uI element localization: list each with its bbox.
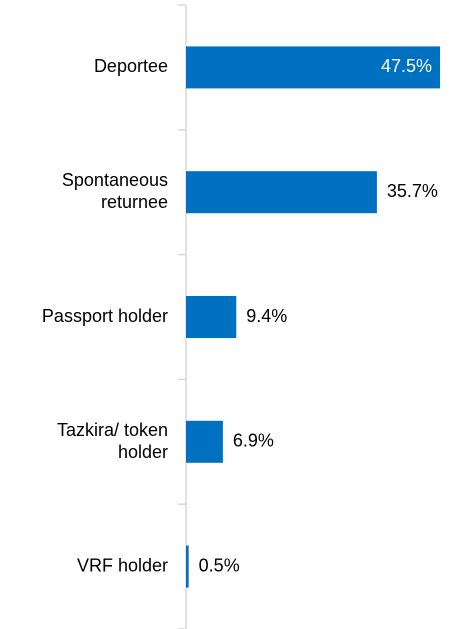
category-label: Tazkira/ token holder [57, 420, 168, 462]
category-label: Deportee [94, 56, 168, 76]
bar [186, 296, 237, 338]
category-label: Passport holder [42, 306, 168, 326]
value-label: 6.9% [233, 431, 274, 451]
category-label: Spontaneous returnee [62, 170, 168, 212]
bar [186, 46, 440, 89]
value-label: 47.5% [381, 56, 432, 76]
value-label: 35.7% [387, 181, 438, 201]
bar [186, 545, 189, 588]
category-label: VRF holder [77, 555, 168, 575]
bar [186, 420, 223, 463]
value-label: 0.5% [199, 555, 240, 575]
bar [186, 171, 377, 214]
value-label: 9.4% [246, 306, 287, 326]
